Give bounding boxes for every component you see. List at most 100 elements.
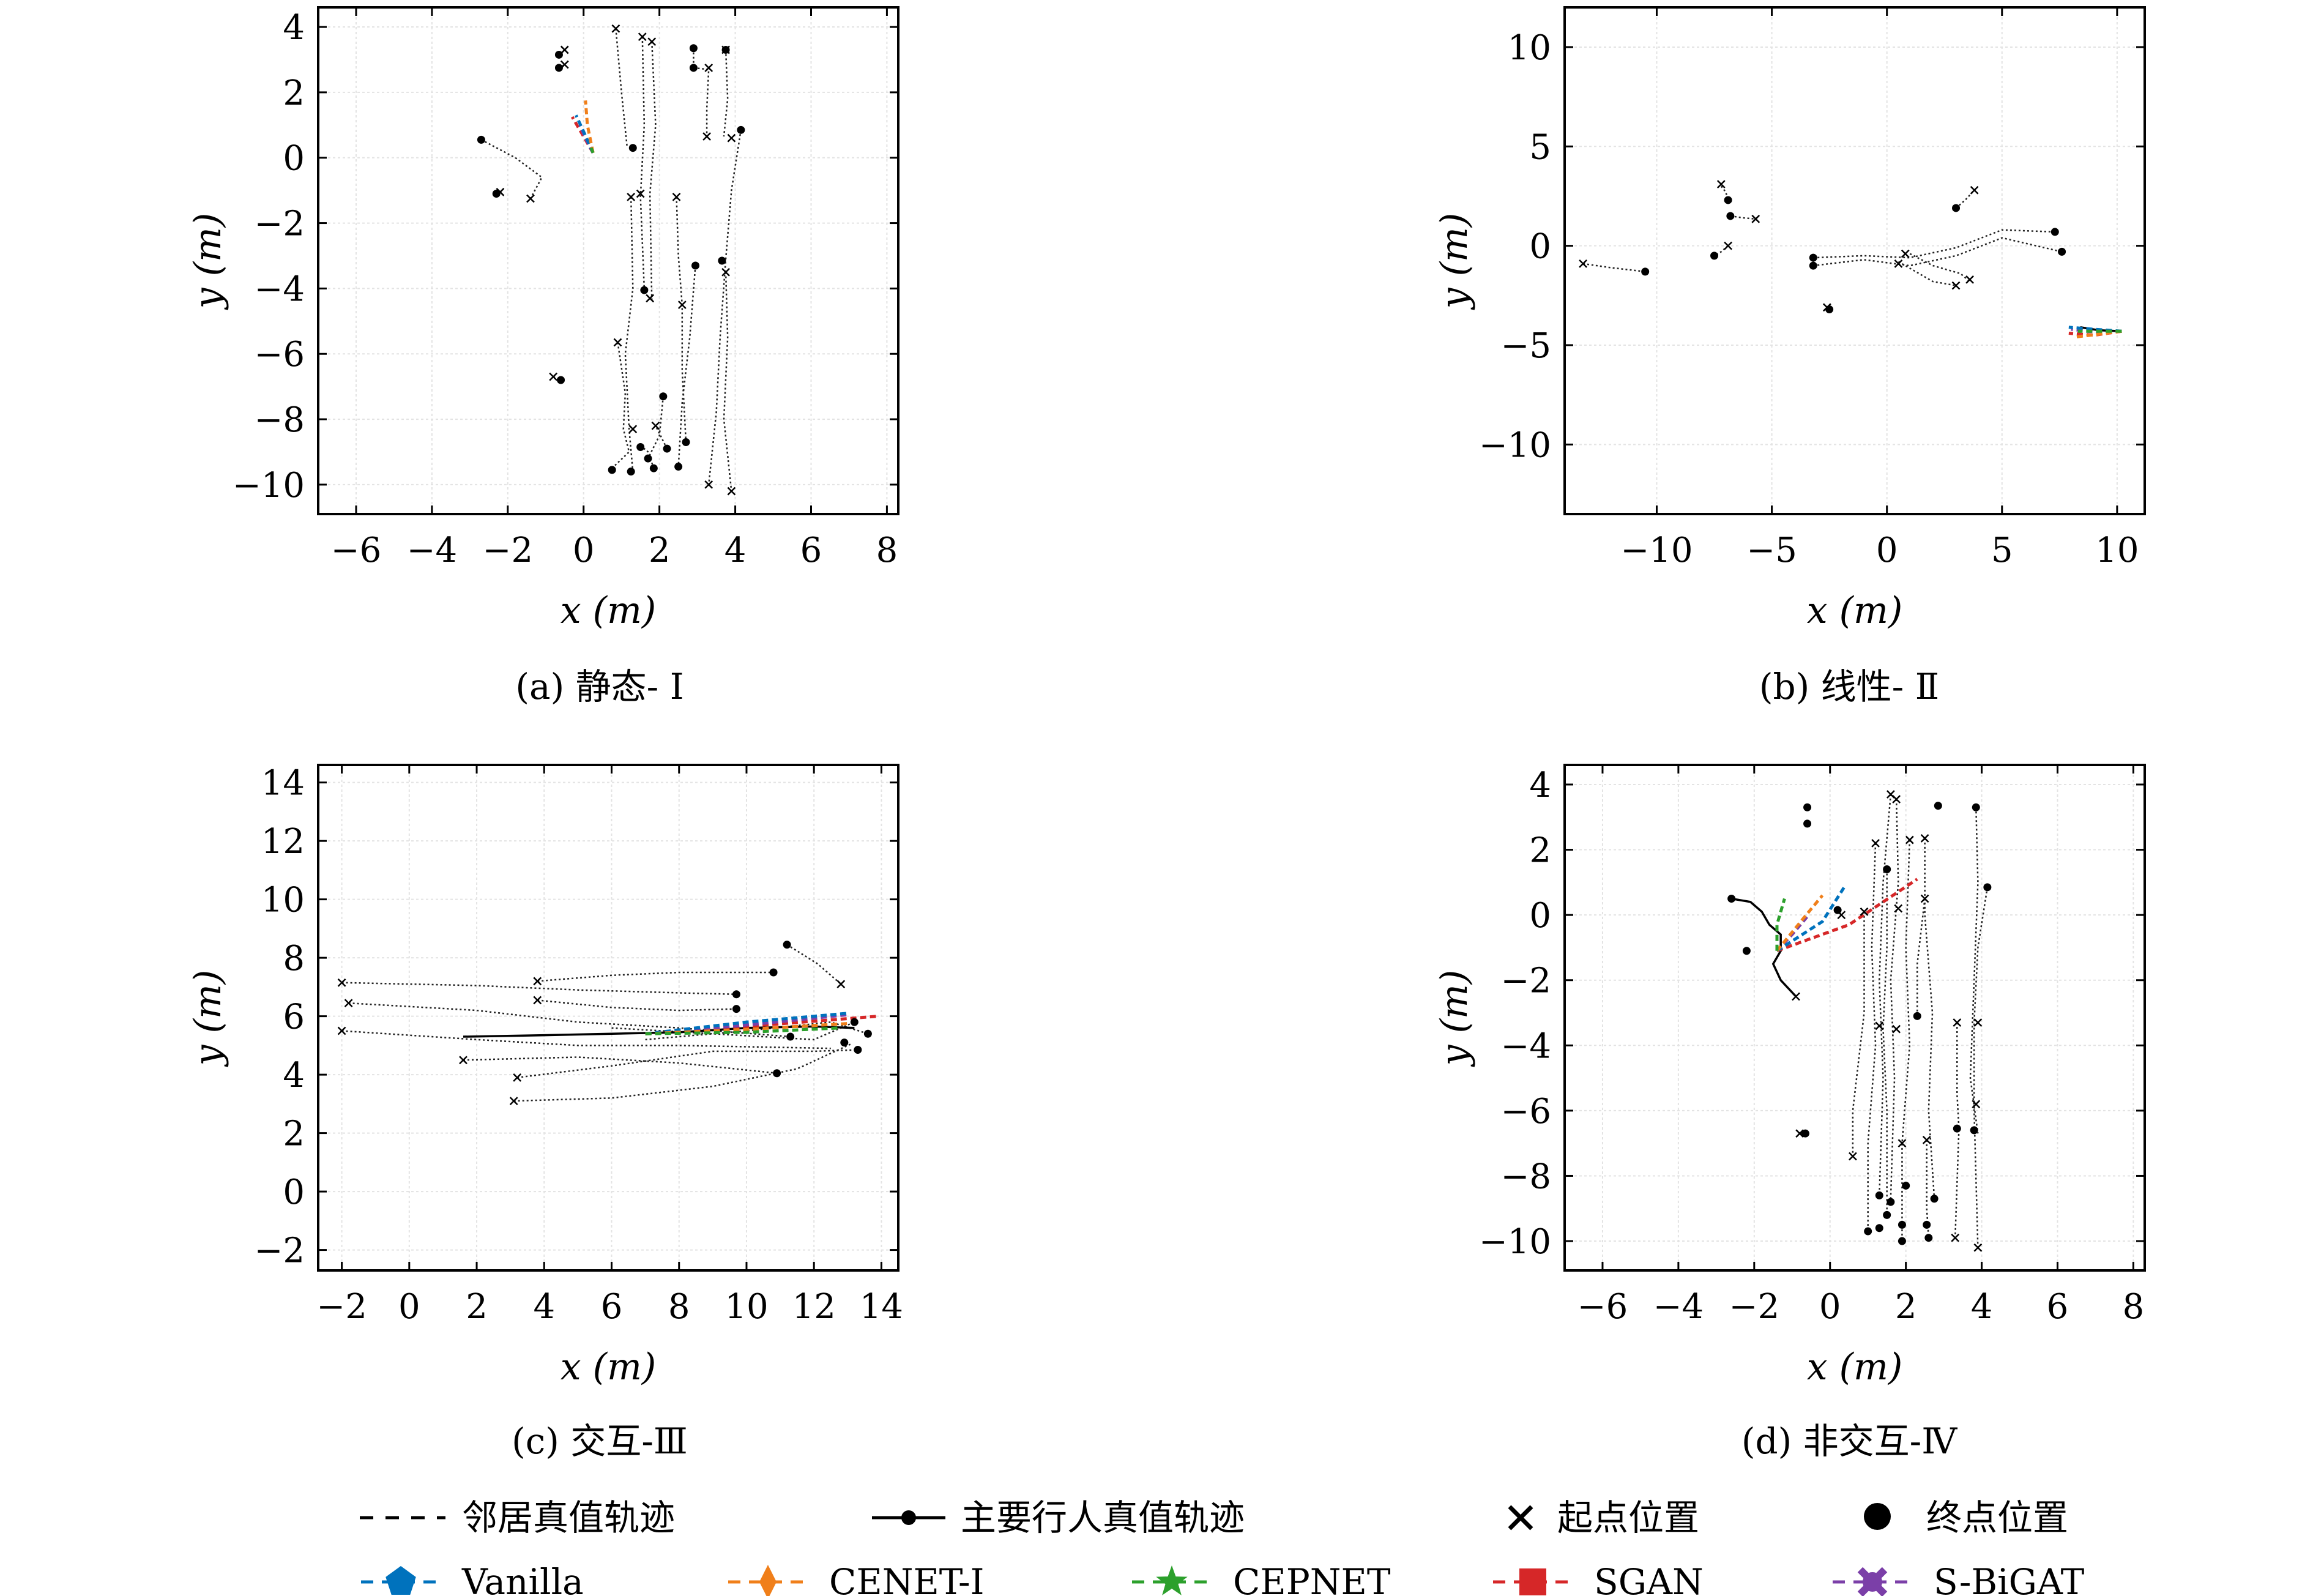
x-tick-label: 6 — [800, 531, 822, 570]
legend-label-neighbor-gt: 邻居真值轨迹 — [462, 1497, 675, 1538]
start-marker — [1860, 907, 1869, 916]
end-marker — [773, 1069, 781, 1078]
legend-item-sgan: SGAN — [1493, 1561, 1704, 1596]
end-marker — [1724, 196, 1732, 204]
plot-frame — [317, 6, 900, 515]
plot-frame — [1563, 764, 2146, 1272]
end-marker — [1883, 1210, 1891, 1219]
y-tick-label: 0 — [1529, 227, 1551, 267]
end-marker — [1934, 802, 1942, 810]
end-marker — [1898, 1237, 1906, 1245]
x-tick-label: 0 — [573, 531, 595, 570]
y-tick-label: −2 — [254, 1231, 305, 1271]
neighbor-trajectory — [723, 50, 729, 137]
cross-marker-icon — [1508, 1505, 1533, 1531]
x-tick-label: −10 — [1620, 531, 1693, 570]
prediction-cepnet — [589, 147, 595, 154]
start-marker — [1751, 214, 1760, 223]
end-marker — [628, 144, 637, 152]
legend: 邻居真值轨迹 主要行人真值轨迹 起点位置 终点位置 — [360, 1497, 2068, 1538]
y-axis-label: y (m) — [1433, 970, 1476, 1068]
neighbor-trajectory — [1813, 229, 2055, 259]
neighbor-trajectory — [639, 37, 646, 289]
y-tick-label: 14 — [261, 764, 305, 804]
start-marker — [1795, 1129, 1805, 1138]
neighbor-trajectory — [517, 1049, 858, 1079]
start-marker — [1951, 281, 1961, 290]
legend-label-end: 终点位置 — [1926, 1497, 2068, 1538]
neighbor-trajectory — [786, 944, 842, 985]
neighbor-trajectory — [723, 272, 732, 491]
prediction-cenet-i — [1776, 894, 1824, 952]
start-marker — [1894, 259, 1903, 268]
start-marker — [1970, 185, 1979, 195]
caption-d: (d) 非交互-Ⅳ — [1741, 1420, 1957, 1462]
y-tick-label: −8 — [1500, 1157, 1551, 1196]
start-marker — [1901, 249, 1910, 258]
x-tick-label: −5 — [1746, 531, 1797, 570]
end-marker — [1875, 1191, 1883, 1199]
end-marker — [554, 50, 563, 59]
neighbor-trajectory — [463, 1056, 777, 1074]
end-marker — [769, 968, 778, 977]
start-marker — [704, 63, 713, 72]
start-marker — [1973, 1243, 1983, 1252]
end-marker — [854, 1046, 862, 1054]
start-marker — [459, 1056, 467, 1065]
start-marker — [1892, 795, 1901, 804]
start-marker — [646, 294, 655, 303]
start-marker — [533, 996, 542, 1005]
legend-label-sgan: SGAN — [1594, 1561, 1704, 1596]
cross-fill-marker-icon — [1857, 1567, 1888, 1596]
neighbor-trajectory — [1882, 869, 1888, 1215]
end-marker — [1924, 1234, 1933, 1242]
neighbor-trajectory — [537, 971, 774, 982]
y-tick-label: −4 — [254, 269, 305, 309]
panel-a: −6 −4 −2 0 2 4 6 8 −10 −8 −6 −4 −2 0 2 4 x (m) y (m) — [187, 6, 900, 632]
end-marker — [554, 64, 563, 72]
neighbor-trajectory — [513, 1043, 852, 1102]
start-marker — [636, 189, 645, 198]
x-tick-label: 8 — [668, 1287, 690, 1327]
start-marker — [1920, 894, 1929, 903]
start-marker — [1898, 1139, 1907, 1148]
start-marker — [1894, 904, 1903, 913]
caption-b: (b) 线性- Ⅱ — [1759, 666, 1939, 707]
start-marker — [560, 45, 569, 54]
neighbor-trajectory — [1973, 887, 1989, 1248]
x-tick-label: 0 — [1819, 1287, 1841, 1327]
start-marker — [627, 192, 636, 201]
legend-item-s-bigat: S-BiGAT — [1833, 1561, 2085, 1596]
end-marker — [1742, 947, 1751, 955]
x-tick-label: −2 — [316, 1287, 367, 1327]
y-tick-label: −6 — [1500, 1092, 1551, 1132]
legend-item-cepnet: CEPNET — [1132, 1561, 1391, 1596]
x-tick-label: 8 — [2123, 1287, 2145, 1327]
start-marker — [638, 32, 647, 41]
y-tick-label: 10 — [1508, 28, 1551, 68]
prediction-sgan — [1776, 878, 1918, 953]
end-marker — [786, 1032, 795, 1041]
prediction-cenet-i — [2073, 329, 2122, 339]
end-marker — [1727, 894, 1736, 903]
end-marker — [1864, 1227, 1872, 1236]
end-marker — [721, 45, 730, 54]
neighbor-trajectory — [624, 196, 634, 472]
start-marker — [533, 977, 542, 986]
y-tick-label: 0 — [283, 1173, 305, 1212]
end-marker — [1913, 1012, 1921, 1020]
end-marker — [737, 125, 745, 134]
legend-methods: Vanilla CENET-I CEPNET SGAN S-BiGAT — [361, 1561, 2085, 1596]
end-marker — [608, 466, 616, 474]
start-marker — [337, 978, 346, 987]
prediction-vanilla — [1776, 884, 1847, 952]
start-marker — [704, 480, 713, 489]
neighbor-trajectory — [707, 130, 742, 485]
y-tick-label: 4 — [1529, 766, 1551, 805]
prediction-sgan — [2068, 329, 2122, 337]
end-marker — [850, 1018, 859, 1026]
end-marker — [1875, 1224, 1883, 1232]
start-marker — [344, 999, 353, 1008]
x-tick-label: 2 — [649, 531, 671, 570]
square-marker-icon — [1519, 1568, 1546, 1595]
